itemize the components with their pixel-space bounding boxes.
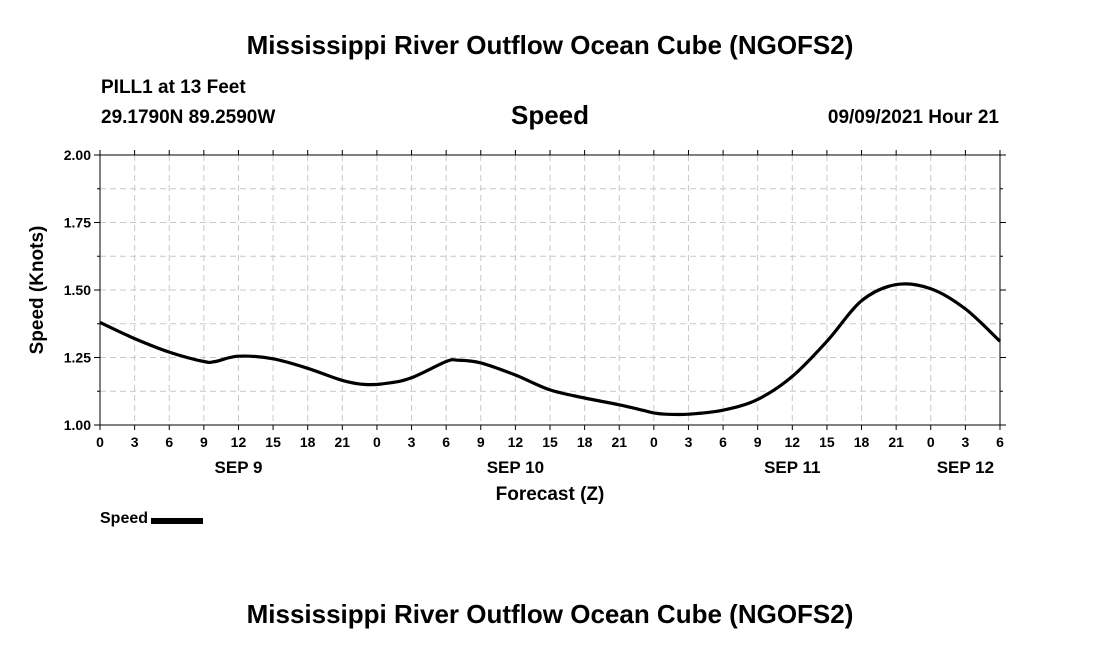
x-tick-label: 3 (131, 434, 139, 450)
y-tick-label: 1.50 (64, 282, 91, 298)
x-tick-label: 21 (335, 434, 351, 450)
legend-label: Speed (100, 510, 149, 527)
x-tick-label: 3 (408, 434, 416, 450)
x-tick-label: 18 (300, 434, 316, 450)
x-tick-label: 15 (265, 434, 281, 450)
x-tick-label: 21 (888, 434, 904, 450)
x-tick-label: 0 (96, 434, 104, 450)
coordinates-label: 29.1790N 89.2590W (101, 107, 276, 128)
x-tick-label: 9 (754, 434, 762, 450)
y-tick-label: 1.00 (64, 417, 91, 433)
x-tick-label: 6 (996, 434, 1004, 450)
series-layer (99, 282, 1002, 417)
x-tick-label: 21 (611, 434, 627, 450)
y-tick-label: 1.75 (64, 215, 91, 231)
chart-subtitle: Speed (510, 100, 590, 130)
date-label: SEP 9 (215, 458, 263, 477)
x-tick-label: 15 (819, 434, 835, 450)
date-label: SEP 11 (764, 458, 820, 477)
y-tick-label: 2.00 (64, 147, 91, 163)
timestamp-label: 09/09/2021 Hour 21 (827, 107, 999, 128)
x-tick-label: 15 (542, 434, 558, 450)
x-tick-label: 12 (508, 434, 524, 450)
x-tick-label: 6 (442, 434, 450, 450)
axes: 1.00 1.25 1.50 1.75 2.00 0 3 6 9 12 15 18 21 0 3 6 9 12 15… (64, 147, 1006, 477)
x-tick-label: 18 (854, 434, 870, 450)
x-tick-label: 12 (785, 434, 801, 450)
x-tick-label: 9 (477, 434, 485, 450)
grid-lines (100, 155, 1000, 425)
x-tick-label: 3 (685, 434, 693, 450)
y-tick-label: 1.25 (64, 350, 91, 366)
footer-title: Mississippi River Outflow Ocean Cube (NG… (246, 599, 854, 629)
x-tick-label: 3 (961, 434, 969, 450)
station-label: PILL1 at 13 Feet (101, 77, 246, 98)
chart-title: Mississippi River Outflow Ocean Cube (NG… (246, 30, 854, 60)
series-line-speed (99, 282, 1002, 417)
x-tick-label: 0 (927, 434, 935, 450)
x-axis-label: Forecast (Z) (496, 484, 605, 505)
date-label: SEP 12 (937, 458, 994, 477)
x-tick-label: 12 (231, 434, 247, 450)
x-tick-label: 9 (200, 434, 208, 450)
x-tick-label: 0 (373, 434, 381, 450)
y-axis-label: Speed (Knots) (27, 226, 48, 355)
x-tick-label: 6 (719, 434, 727, 450)
date-label: SEP 10 (487, 458, 544, 477)
x-tick-label: 6 (165, 434, 173, 450)
legend: Speed (100, 509, 204, 529)
x-tick-label: 0 (650, 434, 658, 450)
x-tick-label: 18 (577, 434, 593, 450)
legend-swatch (151, 517, 204, 524)
